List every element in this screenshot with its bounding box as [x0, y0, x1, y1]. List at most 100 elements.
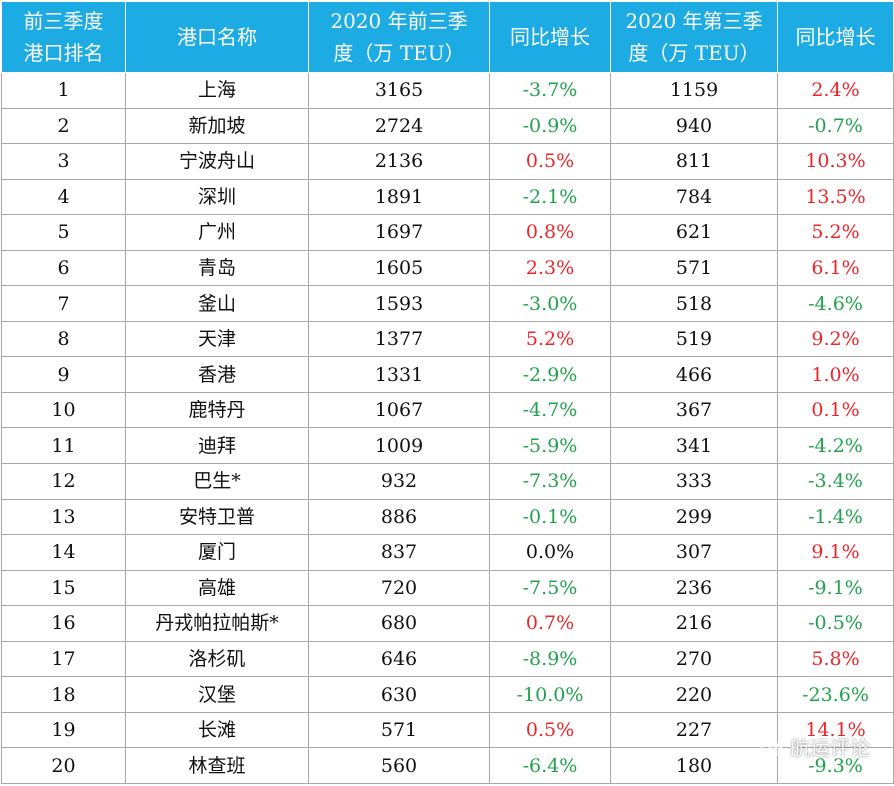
q3-yoy-cell: -0.5% [777, 605, 894, 642]
ytd-teu-cell: 571 [308, 711, 490, 749]
rank-cell: 8 [1, 320, 126, 358]
port-name-cell: 新加坡 [125, 107, 309, 145]
ytd-teu-cell: 1067 [308, 391, 490, 429]
ytd-teu-cell: 680 [308, 605, 490, 642]
ytd-teu-cell: 1377 [308, 320, 490, 358]
rank-cell: 13 [1, 498, 126, 536]
rank-cell: 12 [1, 463, 126, 500]
q3-yoy-cell: 5.8% [777, 640, 894, 678]
ytd-teu-cell: 560 [308, 747, 490, 784]
q3-yoy-cell: 1.0% [777, 356, 894, 393]
ytd-yoy-cell: -6.4% [489, 747, 611, 784]
q3-teu-cell: 333 [610, 463, 778, 500]
ytd-teu-cell: 3165 [308, 72, 490, 109]
q3-yoy-cell: -4.6% [777, 285, 894, 322]
q3-yoy-cell: 13.5% [777, 178, 894, 216]
q3-teu-cell: 811 [610, 143, 778, 180]
port-name-cell: 鹿特丹 [125, 391, 309, 429]
ytd-teu-cell: 2724 [308, 107, 490, 145]
ytd-yoy-cell: -4.7% [489, 391, 611, 429]
port-name-cell: 高雄 [125, 569, 309, 607]
port-name-cell: 广州 [125, 214, 309, 251]
wechat-icon [760, 737, 784, 757]
table-row: 7 釜山 1593 -3.0% 518 -4.6% [1, 285, 894, 322]
q3-teu-cell: 216 [610, 605, 778, 642]
port-name-cell: 汉堡 [125, 676, 309, 713]
ytd-teu-cell: 886 [308, 498, 490, 536]
header-ytd-teu: 2020 年前三季 度（万 TEU） [308, 1, 490, 73]
rank-cell: 11 [1, 427, 126, 465]
q3-teu-cell: 227 [610, 711, 778, 749]
port-name-cell: 安特卫普 [125, 498, 309, 536]
rank-cell: 2 [1, 107, 126, 145]
port-name-cell: 宁波舟山 [125, 143, 309, 180]
q3-teu-cell: 270 [610, 640, 778, 678]
q3-yoy-cell: -4.2% [777, 427, 894, 465]
port-name-cell: 青岛 [125, 249, 309, 287]
ytd-teu-cell: 1593 [308, 285, 490, 322]
q3-teu-cell: 1159 [610, 72, 778, 109]
q3-teu-cell: 341 [610, 427, 778, 465]
q3-yoy-cell: 6.1% [777, 249, 894, 287]
q3-yoy-cell: 9.2% [777, 320, 894, 358]
rank-cell: 17 [1, 640, 126, 678]
rank-cell: 15 [1, 569, 126, 607]
port-name-cell: 香港 [125, 356, 309, 393]
table-row: 18 汉堡 630 -10.0% 220 -23.6% [1, 676, 894, 713]
ytd-yoy-cell: -0.9% [489, 107, 611, 145]
ytd-teu-cell: 837 [308, 534, 490, 571]
rank-cell: 18 [1, 676, 126, 713]
table-row: 16 丹戎帕拉帕斯* 680 0.7% 216 -0.5% [1, 605, 894, 642]
ytd-yoy-cell: -0.1% [489, 498, 611, 536]
rank-cell: 5 [1, 214, 126, 251]
port-name-cell: 厦门 [125, 534, 309, 571]
q3-teu-cell: 236 [610, 569, 778, 607]
table-row: 3 宁波舟山 2136 0.5% 811 10.3% [1, 143, 894, 180]
header-port-name: 港口名称 [125, 1, 309, 73]
rank-cell: 7 [1, 285, 126, 322]
rank-cell: 16 [1, 605, 126, 642]
q3-teu-cell: 518 [610, 285, 778, 322]
ytd-yoy-cell: -8.9% [489, 640, 611, 678]
ytd-yoy-cell: -7.3% [489, 463, 611, 500]
port-name-cell: 丹戎帕拉帕斯* [125, 605, 309, 642]
q3-yoy-cell: 14.1% [777, 711, 894, 749]
header-row: 前三季度 港口排名 港口名称 2020 年前三季 度（万 TEU） 同比增长 2… [1, 1, 894, 73]
ytd-yoy-cell: 2.3% [489, 249, 611, 287]
ytd-yoy-cell: -3.0% [489, 285, 611, 322]
table-row: 14 厦门 837 0.0% 307 9.1% [1, 534, 894, 571]
table-row: 17 洛杉矶 646 -8.9% 270 5.8% [1, 640, 894, 678]
header-ytd-yoy: 同比增长 [489, 1, 611, 73]
port-name-cell: 长滩 [125, 711, 309, 749]
q3-teu-cell: 299 [610, 498, 778, 536]
ytd-yoy-cell: 0.0% [489, 534, 611, 571]
table-row: 15 高雄 720 -7.5% 236 -9.1% [1, 569, 894, 607]
ytd-yoy-cell: -7.5% [489, 569, 611, 607]
watermark-text: 航运评论 [790, 736, 870, 760]
q3-yoy-cell: 5.2% [777, 214, 894, 251]
header-q3-yoy: 同比增长 [777, 1, 894, 73]
q3-yoy-cell: -23.6% [777, 676, 894, 713]
q3-teu-cell: 571 [610, 249, 778, 287]
q3-yoy-cell: 9.1% [777, 534, 894, 571]
port-name-cell: 深圳 [125, 178, 309, 216]
q3-yoy-cell: -0.7% [777, 107, 894, 145]
q3-yoy-cell: -9.3% [777, 747, 894, 784]
ytd-yoy-cell: -3.7% [489, 72, 611, 109]
ytd-teu-cell: 1891 [308, 178, 490, 216]
q3-teu-cell: 367 [610, 391, 778, 429]
table-row: 6 青岛 1605 2.3% 571 6.1% [1, 249, 894, 287]
table-row: 12 巴生* 932 -7.3% 333 -3.4% [1, 463, 894, 500]
q3-yoy-cell: 0.1% [777, 391, 894, 429]
ytd-teu-cell: 2136 [308, 143, 490, 180]
q3-teu-cell: 220 [610, 676, 778, 713]
rank-cell: 9 [1, 356, 126, 393]
port-name-cell: 林查班 [125, 747, 309, 784]
ytd-yoy-cell: 0.8% [489, 214, 611, 251]
ytd-teu-cell: 932 [308, 463, 490, 500]
header-q3-teu: 2020 年第三季 度（万 TEU） [610, 1, 778, 73]
header-rank: 前三季度 港口排名 [1, 1, 126, 73]
ytd-teu-cell: 1697 [308, 214, 490, 251]
ytd-yoy-cell: 5.2% [489, 320, 611, 358]
table-row: 13 安特卫普 886 -0.1% 299 -1.4% [1, 498, 894, 536]
